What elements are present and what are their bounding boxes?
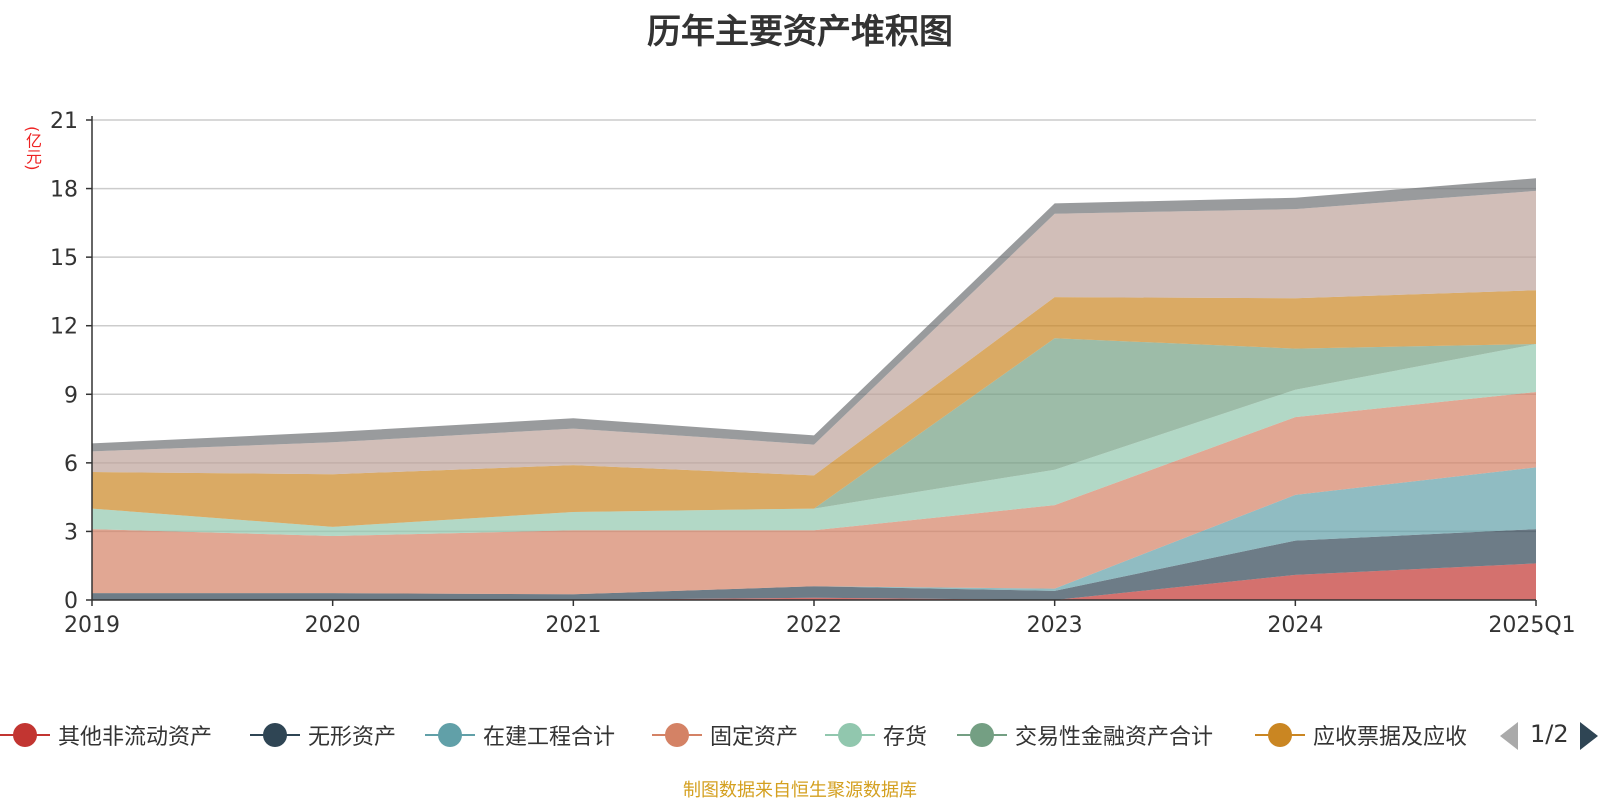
x-tick-label: 2020 xyxy=(305,613,361,638)
legend-item[interactable]: 在建工程合计 xyxy=(425,712,615,758)
y-tick-label: 18 xyxy=(50,178,78,203)
x-tick-label: 2022 xyxy=(786,613,842,638)
legend-item[interactable]: 无形资产 xyxy=(250,712,396,758)
area-series-3[interactable] xyxy=(92,392,1536,595)
area-series-7[interactable] xyxy=(92,190,1536,476)
legend-item[interactable]: 交易性金融资产合计 xyxy=(957,712,1213,758)
legend-label: 在建工程合计 xyxy=(483,725,616,750)
legend-pager: 1/2 xyxy=(1500,720,1600,750)
x-tick-label: 2025Q1 xyxy=(1488,613,1575,638)
y-tick-label: 9 xyxy=(64,383,78,408)
legend: 其他非流动资产 无形资产 在建工程合计 固定资产 存货 交易性金融资产合计 应收票据及应收 xyxy=(0,712,1600,758)
legend-circle-icon xyxy=(825,720,875,750)
legend-page-indicator: 1/2 xyxy=(1530,720,1569,748)
legend-circle-icon xyxy=(250,720,300,750)
axes xyxy=(86,116,1537,606)
legend-item[interactable]: 固定资产 xyxy=(652,712,798,758)
y-axis-unit-label: (亿元) xyxy=(23,125,42,171)
area-series-0[interactable] xyxy=(92,563,1536,600)
y-tick-label: 3 xyxy=(64,520,78,545)
y-tick-label: 0 xyxy=(64,589,78,614)
chart-svg: 0 3 6 9 12 15 18 21 2019 2020 2021 2022 2023 2024 2025… xyxy=(50,109,1576,638)
y-tick-label: 12 xyxy=(50,315,78,340)
chart-title: 历年主要资产堆积图 xyxy=(647,12,953,52)
legend-prev-page-icon[interactable] xyxy=(1500,722,1518,750)
area-series-5[interactable] xyxy=(92,338,1536,527)
legend-circle-icon xyxy=(1255,720,1305,750)
legend-circle-icon xyxy=(652,720,702,750)
source-note: 制图数据来自恒生聚源数据库 xyxy=(683,780,917,801)
area-series-6[interactable] xyxy=(92,290,1536,527)
x-tick-label: 2021 xyxy=(545,613,601,638)
y-tick-label: 15 xyxy=(50,246,78,271)
area-series-2[interactable] xyxy=(92,467,1536,595)
legend-item[interactable]: 存货 xyxy=(825,712,927,758)
legend-label: 无形资产 xyxy=(308,725,397,750)
tick-labels: 0 3 6 9 12 15 18 21 2019 2020 2021 2022 2023 2024 2025… xyxy=(50,109,1576,638)
legend-label: 交易性金融资产合计 xyxy=(1015,725,1214,750)
legend-circle-icon xyxy=(957,720,1007,750)
legend-label: 其他非流动资产 xyxy=(58,725,213,750)
stacked-areas xyxy=(92,178,1536,600)
legend-item[interactable]: 应收票据及应收 xyxy=(1255,712,1467,758)
legend-label: 固定资产 xyxy=(710,725,799,750)
x-tick-label: 2023 xyxy=(1027,613,1083,638)
y-tick-label: 6 xyxy=(64,452,78,477)
x-tick-label: 2019 xyxy=(64,613,120,638)
area-series-1[interactable] xyxy=(92,529,1536,600)
legend-next-page-icon[interactable] xyxy=(1580,722,1598,750)
legend-item[interactable]: 其他非流动资产 xyxy=(0,712,212,758)
y-tick-label: 21 xyxy=(50,109,78,134)
legend-circle-icon xyxy=(0,720,50,750)
x-tick-label: 2024 xyxy=(1267,613,1323,638)
legend-label: 存货 xyxy=(883,725,928,750)
legend-circle-icon xyxy=(425,720,475,750)
legend-label: 应收票据及应收 xyxy=(1313,725,1468,750)
